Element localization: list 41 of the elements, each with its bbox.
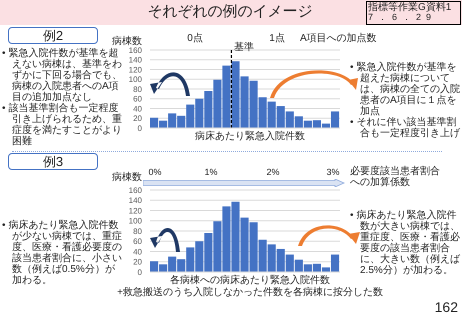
text: 162 (434, 299, 458, 316)
y-tick-label: 160 (128, 46, 143, 55)
y-tick-label: 120 (128, 206, 143, 216)
y-tick-label: 80 (133, 226, 143, 236)
y-tick-label: 20 (133, 258, 143, 267)
y-tick-label: 0 (138, 268, 143, 277)
y-tick-label: 100 (128, 216, 143, 226)
text: • それに伴い該当基準割合も一定程度引き上げ (350, 117, 461, 139)
text: 0% (148, 167, 162, 177)
text: 1点 (268, 33, 286, 44)
text: • 緊急入院件数が基準を超えた病棟については、病棟の全ての入院患者のA項目に１点を加点 (350, 62, 461, 117)
y-tick-label: 140 (128, 196, 143, 206)
y-tick-label: 80 (133, 84, 143, 94)
y-tick-label: 140 (128, 56, 143, 65)
annotation: 基準 (234, 42, 255, 53)
y-tick-label: 60 (133, 237, 143, 246)
chart-title: 例2 (8, 27, 98, 44)
y-tick-label: 20 (133, 114, 143, 124)
y-tick-label: 60 (133, 94, 143, 104)
y-tick-label: 40 (133, 247, 143, 256)
y-tick-label: 100 (128, 75, 143, 84)
chart-title: 例3 (8, 153, 98, 170)
text: 3% (325, 167, 340, 178)
text: • 緊急入院件数が基準を超えない病棟は、基準をわずかに下回る場合でも、病棟の入院患者へのA項目の追加加点なし (2, 48, 123, 103)
text: 1% (203, 167, 218, 178)
y-axis-title: 病棟数 (112, 34, 142, 47)
y-tick-label: 40 (133, 104, 143, 114)
text: • 該当基準割合も一定程度引き上げられるため、重症度を満たすことがより困難 (2, 103, 123, 147)
text: • 病床あたり緊急入院件数が大きい病棟では、重症度、医療・看護必要度の該当患者割合に、大きい数（例えば2.5%分）が加わる。 (350, 210, 462, 276)
text: それぞれの例のイメージ (146, 3, 314, 20)
text: 指標等作業G資料1 (368, 2, 452, 13)
y-tick-label: 120 (128, 65, 143, 74)
y-tick-label: 0 (138, 124, 143, 133)
text: 2% (265, 167, 280, 178)
y-axis-title: 病棟数 (112, 170, 142, 184)
text: 必要度該当患者割合への加算係数 (350, 166, 441, 188)
text: A項目への加点数 (300, 33, 378, 44)
text: 0点 (186, 33, 204, 44)
y-tick-label: 160 (128, 186, 143, 195)
text: 7．6．29 (368, 12, 438, 23)
x-axis-title: 病床あたり緊急入院件数 (195, 131, 305, 142)
